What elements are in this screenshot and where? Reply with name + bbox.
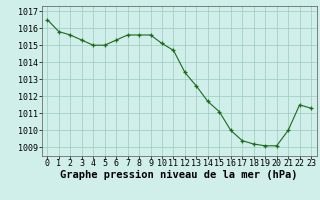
X-axis label: Graphe pression niveau de la mer (hPa): Graphe pression niveau de la mer (hPa) — [60, 170, 298, 180]
